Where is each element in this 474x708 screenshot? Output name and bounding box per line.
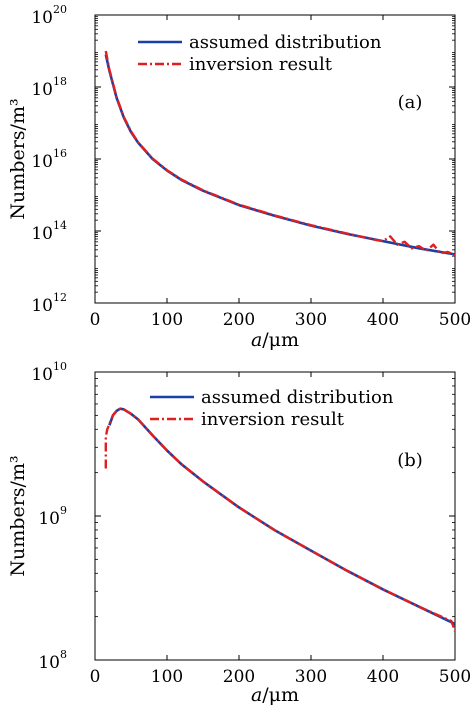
y-tick-exponent: 8 (60, 648, 67, 661)
y-tick-exponent: 14 (53, 219, 67, 232)
x-tick-label: 300 (295, 667, 327, 687)
chart-panel-2: 0 100 200 300 400 5001081091010a/μmNumbers/m³… (7, 360, 471, 706)
x-tick-label: 0 (90, 310, 101, 330)
y-tick-exponent: 16 (53, 147, 67, 160)
chart-panel-1: 0 100 200 300 400 500 1012 1014 1016 1018 1020 a/μm… (7, 3, 471, 351)
x-axis-title: a/μm (251, 329, 299, 351)
y-tick-label: 1014 (31, 219, 67, 244)
y-axis-title: Numbers/m³ (7, 98, 29, 219)
x-tick-label: 500 (439, 310, 471, 330)
x-tick-label: 200 (223, 667, 255, 687)
y-tick-exponent: 18 (53, 75, 67, 88)
x-axis-title: a/μm (251, 684, 299, 706)
y-tick-label: 1018 (31, 75, 67, 100)
x-axis-unit: /μm (262, 684, 299, 706)
x-tick-label: 200 (223, 310, 255, 330)
x-tick-label: 100 (151, 667, 183, 687)
y-tick-label: 1020 (31, 3, 67, 28)
series-line-assumed-distribution (104, 54, 455, 256)
x-tick-label: 300 (295, 310, 327, 330)
x-tick-label: 400 (367, 310, 399, 330)
y-tick-label: 108 (38, 648, 67, 673)
y-tick-label: 1010 (31, 360, 67, 385)
x-axis-symbol: a (251, 329, 262, 351)
x-tick-label: 0 (90, 667, 101, 687)
series-line-inversion-result (104, 50, 455, 257)
x-tick-label: 500 (439, 667, 471, 687)
y-tick-exponent: 20 (53, 3, 67, 16)
series-line-assumed-distribution (108, 407, 455, 626)
x-axis-unit: /μm (262, 329, 299, 351)
y-tick-exponent: 12 (53, 291, 67, 304)
y-tick-label: 1012 (31, 291, 67, 316)
y-tick-exponent: 9 (60, 504, 67, 517)
x-tick-label: 100 (151, 310, 183, 330)
x-tick-label: 400 (367, 667, 399, 687)
x-axis-symbol: a (251, 684, 262, 706)
panel-label: (b) (397, 450, 423, 471)
legend-label: inversion result (189, 54, 333, 75)
panel-label: (a) (398, 92, 423, 113)
y-tick-label: 1016 (31, 147, 67, 172)
legend-label: inversion result (201, 409, 345, 430)
legend-label: assumed distribution (189, 32, 382, 53)
y-tick-label: 109 (38, 504, 67, 529)
series-line-inversion-result (104, 407, 455, 632)
y-tick-exponent: 10 (53, 360, 67, 373)
y-axis-title: Numbers/m³ (7, 455, 29, 576)
legend-label: assumed distribution (201, 387, 394, 408)
